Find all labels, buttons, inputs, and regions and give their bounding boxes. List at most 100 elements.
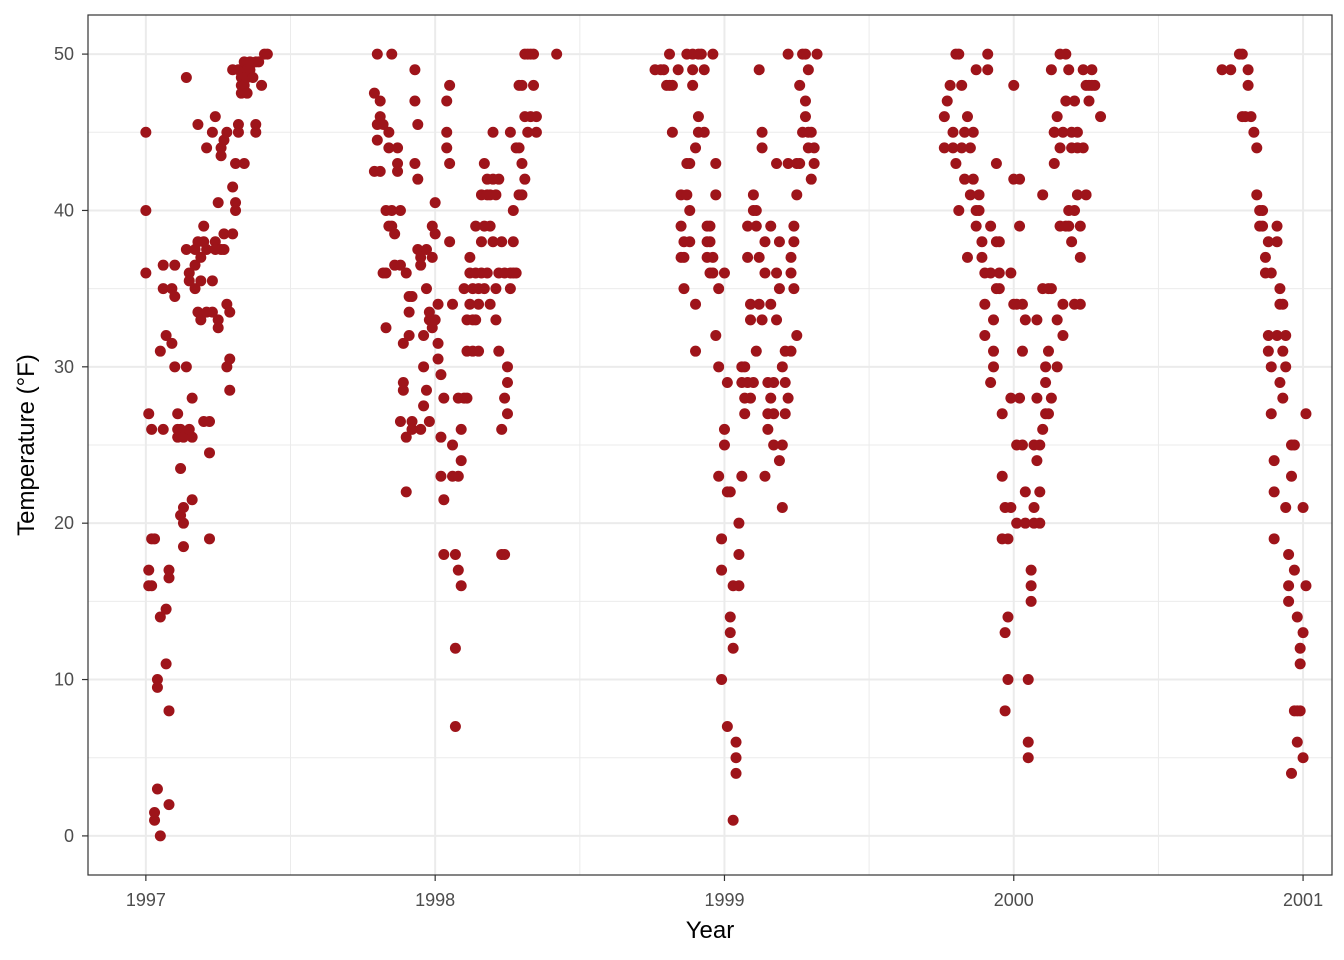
data-point	[1080, 189, 1092, 201]
data-point	[1089, 79, 1101, 91]
data-point	[435, 431, 447, 443]
data-point	[504, 126, 516, 138]
data-point	[441, 95, 453, 107]
data-point	[163, 705, 175, 717]
data-point	[449, 720, 461, 732]
data-point	[956, 79, 968, 91]
data-point	[765, 220, 777, 232]
data-point	[218, 244, 230, 256]
data-point	[973, 204, 985, 216]
data-point	[449, 642, 461, 654]
data-point	[501, 361, 513, 373]
data-point	[1291, 736, 1303, 748]
data-point	[478, 158, 490, 170]
data-point	[1283, 595, 1295, 607]
data-point	[177, 517, 189, 529]
data-point	[438, 392, 450, 404]
data-point	[392, 158, 404, 170]
data-point	[756, 126, 768, 138]
data-point	[1040, 376, 1052, 388]
data-point	[953, 48, 965, 60]
data-point	[368, 87, 380, 99]
data-point	[1300, 408, 1312, 420]
data-point	[499, 548, 511, 560]
data-point	[1005, 502, 1017, 514]
data-point	[765, 392, 777, 404]
data-point	[805, 173, 817, 185]
data-point	[160, 658, 172, 670]
data-point	[771, 158, 783, 170]
data-point	[1294, 658, 1306, 670]
data-point	[707, 48, 719, 60]
data-point	[690, 142, 702, 154]
data-point	[788, 220, 800, 232]
data-point	[1262, 330, 1274, 342]
data-point	[519, 173, 531, 185]
data-point	[759, 470, 771, 482]
data-point	[157, 423, 169, 435]
data-point	[782, 392, 794, 404]
data-point	[169, 290, 181, 302]
data-point	[1251, 189, 1263, 201]
data-point	[687, 64, 699, 76]
data-point	[768, 408, 780, 420]
data-point	[964, 189, 976, 201]
data-point	[484, 298, 496, 310]
data-point	[507, 204, 519, 216]
y-tick-label: 50	[54, 44, 74, 64]
data-point	[221, 126, 233, 138]
data-point	[496, 236, 508, 248]
data-point	[672, 64, 684, 76]
data-point	[1022, 674, 1034, 686]
data-point	[1002, 533, 1014, 545]
data-point	[180, 361, 192, 373]
data-point	[1280, 330, 1292, 342]
data-point	[192, 118, 204, 130]
data-point	[1045, 392, 1057, 404]
data-point	[1294, 705, 1306, 717]
data-point	[1045, 283, 1057, 295]
data-point	[684, 236, 696, 248]
data-point	[690, 298, 702, 310]
data-point	[1005, 267, 1017, 279]
data-point	[692, 111, 704, 123]
data-point	[212, 197, 224, 209]
data-point	[1051, 314, 1063, 326]
data-point	[183, 275, 195, 287]
data-point	[996, 408, 1008, 420]
data-point	[455, 423, 467, 435]
data-point	[484, 220, 496, 232]
data-point	[449, 548, 461, 560]
data-point	[1280, 361, 1292, 373]
data-point	[154, 830, 166, 842]
data-point	[1086, 64, 1098, 76]
data-point	[429, 228, 441, 240]
data-point	[1083, 95, 1095, 107]
data-point	[753, 251, 765, 263]
y-tick-label: 10	[54, 670, 74, 690]
data-point	[406, 423, 418, 435]
data-point	[1285, 470, 1297, 482]
data-point	[979, 330, 991, 342]
data-point	[739, 361, 751, 373]
data-point	[967, 173, 979, 185]
data-point	[1257, 220, 1269, 232]
data-point	[1014, 220, 1026, 232]
data-point	[799, 95, 811, 107]
data-point	[230, 197, 242, 209]
x-tick-label: 1998	[415, 890, 455, 910]
data-point	[374, 95, 386, 107]
data-point	[481, 267, 493, 279]
data-point	[154, 345, 166, 357]
major-gridlines	[88, 15, 1332, 875]
data-point	[742, 220, 754, 232]
data-point	[1283, 548, 1295, 560]
data-point	[154, 611, 166, 623]
data-point	[768, 376, 780, 388]
data-point	[447, 298, 459, 310]
data-point	[157, 283, 169, 295]
data-point	[412, 118, 424, 130]
data-point	[1248, 126, 1260, 138]
data-point	[146, 423, 158, 435]
data-point	[970, 64, 982, 76]
